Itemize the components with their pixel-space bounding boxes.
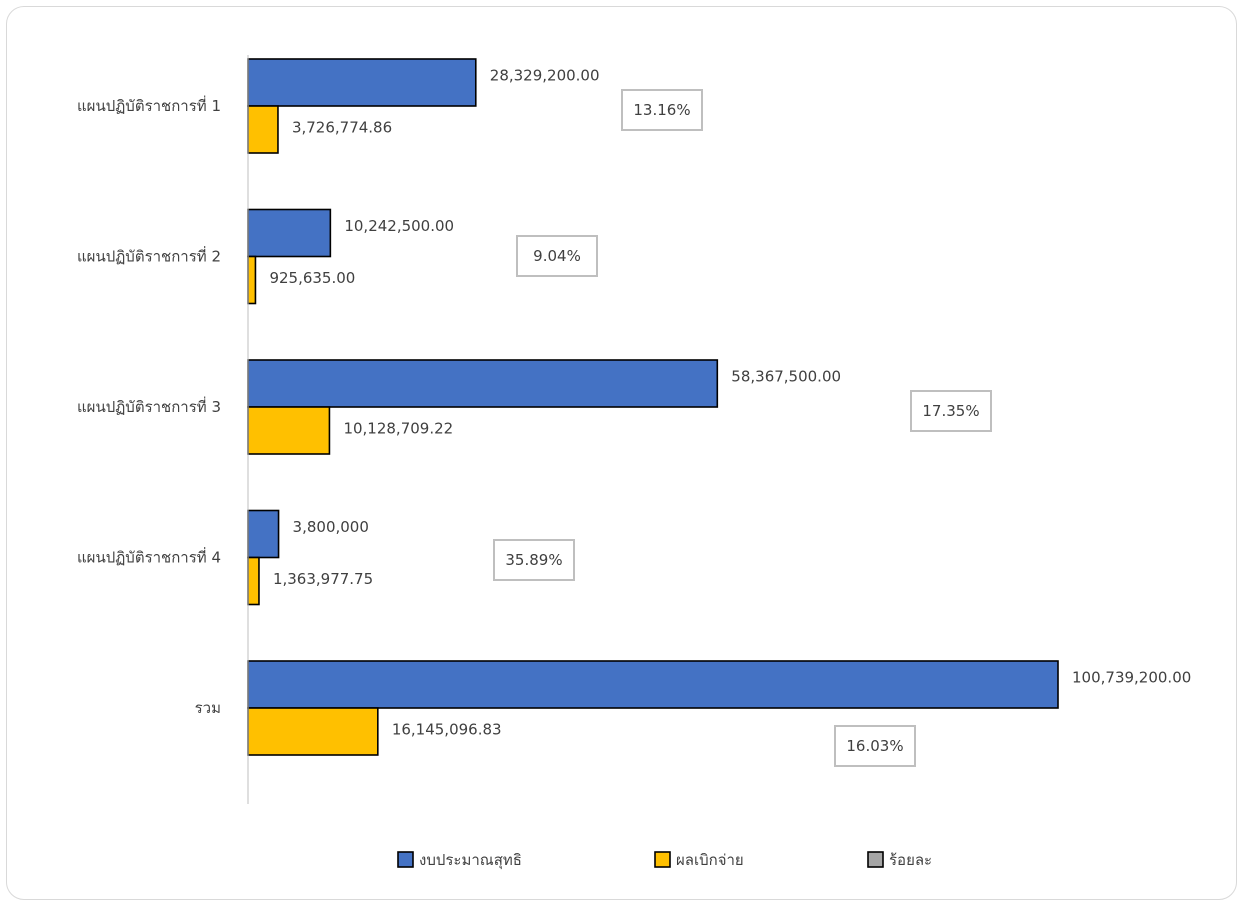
data-label: 10,128,709.22 <box>343 420 453 438</box>
data-label: 28,329,200.00 <box>490 67 600 85</box>
category-label: แผนปฏิบัติราชการที่ 4 <box>77 547 221 567</box>
budget-bar <box>247 208 332 258</box>
percentage-label: 17.35% <box>922 402 979 420</box>
disbursement-bar <box>247 255 257 305</box>
bar-chart: แผนปฏิบัติราชการที่ 1 28,329,200.00 3,726,… <box>77 55 1191 870</box>
data-label: 16,145,096.83 <box>392 721 502 739</box>
budget-bar <box>247 359 719 408</box>
bars-layer <box>247 58 1059 756</box>
category-label: แผนปฏิบัติราชการที่ 2 <box>77 246 221 266</box>
legend-swatch <box>397 851 414 868</box>
legend-label: ร้อยละ <box>889 851 932 869</box>
category-label: แผนปฏิบัติราชการที่ 3 <box>77 396 221 416</box>
legend-label: ผลเบิกจ่าย <box>676 851 744 869</box>
data-label: 3,726,774.86 <box>292 119 392 137</box>
budget-bar <box>247 58 477 107</box>
percentage-label: 35.89% <box>505 551 562 569</box>
data-label: 100,739,200.00 <box>1072 669 1191 687</box>
budget-bar <box>247 509 280 559</box>
percentage-box <box>621 89 703 131</box>
disbursement-bar <box>247 406 331 455</box>
data-label: 58,367,500.00 <box>731 368 841 386</box>
percentage-label: 13.16% <box>633 101 690 119</box>
percentage-label: 16.03% <box>846 737 903 755</box>
disbursement-bar <box>247 105 279 154</box>
labels-layer: แผนปฏิบัติราชการที่ 1 28,329,200.00 3,726,… <box>77 67 1191 767</box>
chart-card: แผนปฏิบัติราชการที่ 1 28,329,200.00 3,726,… <box>6 6 1237 900</box>
legend: งบประมาณสุทธิ ผลเบิกจ่าย ร้อยละ <box>397 851 932 870</box>
percentage-box <box>834 725 916 767</box>
data-label: 3,800,000 <box>293 518 369 536</box>
data-label: 925,635.00 <box>269 269 355 287</box>
legend-swatch <box>654 851 671 868</box>
legend-swatch <box>867 851 884 868</box>
data-label: 10,242,500.00 <box>344 217 454 235</box>
percentage-box <box>493 539 575 581</box>
percentage-box <box>516 235 598 277</box>
category-label: รวม <box>195 699 221 717</box>
disbursement-bar <box>247 556 260 606</box>
percentage-box <box>910 390 992 432</box>
budget-bar <box>247 660 1059 709</box>
category-label: แผนปฏิบัติราชการที่ 1 <box>77 95 221 115</box>
percentage-label: 9.04% <box>533 247 581 265</box>
data-label: 1,363,977.75 <box>273 570 373 588</box>
disbursement-bar <box>247 707 379 756</box>
legend-label: งบประมาณสุทธิ <box>419 851 522 870</box>
